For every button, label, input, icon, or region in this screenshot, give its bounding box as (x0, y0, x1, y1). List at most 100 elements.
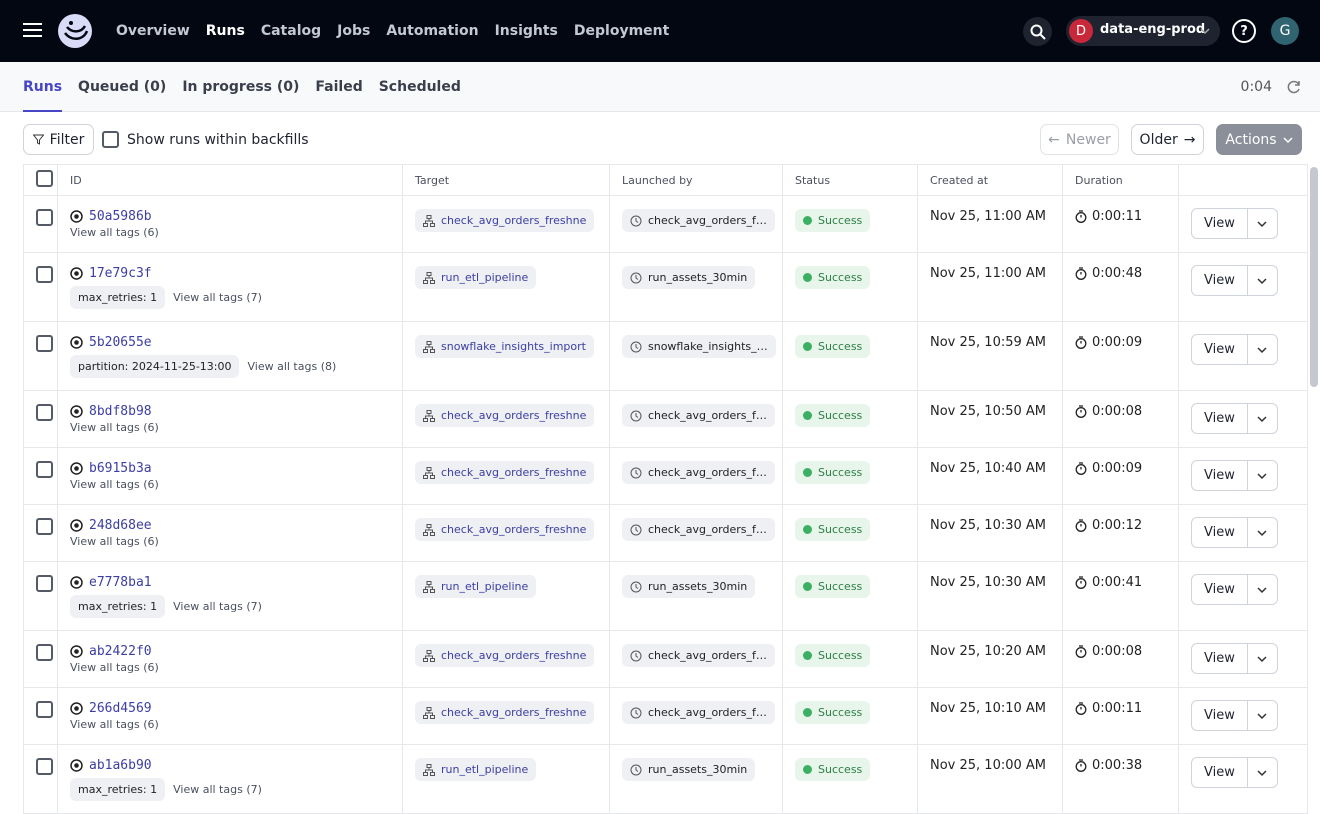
view-button[interactable]: View (1191, 517, 1278, 548)
launched-by-chip[interactable]: run_assets_30min (622, 758, 755, 781)
user-avatar[interactable]: G (1271, 17, 1299, 45)
target-chip[interactable]: snowflake_insights_import (415, 335, 594, 358)
launched-by-chip[interactable]: check_avg_orders_f… (622, 461, 775, 484)
nav-link[interactable]: Catalog (261, 23, 321, 39)
run-id[interactable]: 50a5986b (70, 209, 390, 224)
scrollbar[interactable] (1310, 167, 1318, 387)
run-id[interactable]: 5b20655e (70, 335, 390, 350)
nav-link[interactable]: Deployment (574, 23, 669, 39)
row-checkbox[interactable] (36, 404, 53, 421)
run-id[interactable]: ab1a6b90 (70, 758, 390, 773)
filter-button[interactable]: Filter (23, 124, 94, 155)
older-button[interactable]: Older→ (1131, 124, 1204, 155)
newer-button[interactable]: ←Newer (1040, 124, 1119, 155)
tab[interactable]: In progress (0) (182, 62, 299, 112)
run-id[interactable]: 17e79c3f (70, 266, 390, 281)
launched-by-chip[interactable]: run_assets_30min (622, 266, 755, 289)
launched-by-chip[interactable]: check_avg_orders_f… (622, 209, 775, 232)
view-button[interactable]: View (1191, 460, 1278, 491)
tag-chip[interactable]: partition: 2024-11-25-13:00 (70, 355, 239, 378)
target-chip[interactable]: check_avg_orders_freshne (415, 461, 594, 484)
nav-link[interactable]: Overview (116, 23, 190, 39)
view-menu[interactable] (1247, 209, 1277, 238)
row-checkbox[interactable] (36, 209, 53, 226)
view-tags-link[interactable]: View all tags (6) (70, 421, 159, 434)
refresh-button[interactable] (1287, 80, 1301, 94)
checkbox[interactable] (102, 131, 119, 148)
tab[interactable]: Queued (0) (78, 62, 166, 112)
run-id[interactable]: 8bdf8b98 (70, 404, 390, 419)
search-button[interactable] (1023, 17, 1052, 46)
view-tags-link[interactable]: View all tags (6) (70, 718, 159, 731)
row-checkbox[interactable] (36, 518, 53, 535)
view-tags-link[interactable]: View all tags (6) (70, 661, 159, 674)
target-chip[interactable]: check_avg_orders_freshne (415, 518, 594, 541)
tag-chip[interactable]: max_retries: 1 (70, 778, 165, 801)
deployment-switcher[interactable]: D data-eng-prod (1066, 16, 1220, 46)
view-menu[interactable] (1247, 404, 1277, 433)
target-chip[interactable]: check_avg_orders_freshne (415, 404, 594, 427)
select-all[interactable] (36, 170, 53, 187)
target-chip[interactable]: check_avg_orders_freshne (415, 644, 594, 667)
launched-by-chip[interactable]: check_avg_orders_f… (622, 404, 775, 427)
launched-by-chip[interactable]: run_assets_30min (622, 575, 755, 598)
row-checkbox[interactable] (36, 701, 53, 718)
view-button[interactable]: View (1191, 700, 1278, 731)
run-id[interactable]: e7778ba1 (70, 575, 390, 590)
view-button[interactable]: View (1191, 643, 1278, 674)
run-id[interactable]: 248d68ee (70, 518, 390, 533)
view-button[interactable]: View (1191, 757, 1278, 788)
launched-by-chip[interactable]: check_avg_orders_f… (622, 701, 775, 724)
view-button[interactable]: View (1191, 403, 1278, 434)
tab[interactable]: Failed (315, 62, 362, 112)
run-id[interactable]: ab2422f0 (70, 644, 390, 659)
menu-button[interactable] (23, 22, 42, 38)
row-checkbox[interactable] (36, 758, 53, 775)
row-checkbox[interactable] (36, 461, 53, 478)
tab[interactable]: Scheduled (379, 62, 461, 112)
row-checkbox[interactable] (36, 266, 53, 283)
launched-by-chip[interactable]: check_avg_orders_f… (622, 644, 775, 667)
view-tags-link[interactable]: View all tags (6) (70, 226, 159, 239)
tag-chip[interactable]: max_retries: 1 (70, 595, 165, 618)
target-chip[interactable]: run_etl_pipeline (415, 266, 536, 289)
backfills-toggle[interactable]: Show runs within backfills (102, 131, 309, 148)
view-menu[interactable] (1247, 644, 1277, 673)
view-tags-link[interactable]: View all tags (7) (173, 600, 262, 613)
run-id[interactable]: 266d4569 (70, 701, 390, 716)
row-checkbox[interactable] (36, 575, 53, 592)
view-button[interactable]: View (1191, 574, 1278, 605)
target-chip[interactable]: run_etl_pipeline (415, 758, 536, 781)
nav-link[interactable]: Runs (206, 23, 245, 39)
view-tags-link[interactable]: View all tags (6) (70, 535, 159, 548)
view-menu[interactable] (1247, 518, 1277, 547)
view-tags-link[interactable]: View all tags (8) (247, 360, 336, 373)
view-menu[interactable] (1247, 335, 1277, 364)
view-tags-link[interactable]: View all tags (7) (173, 783, 262, 796)
row-checkbox[interactable] (36, 335, 53, 352)
target-chip[interactable]: check_avg_orders_freshne (415, 209, 594, 232)
actions-button[interactable]: Actions (1216, 124, 1302, 155)
nav-link[interactable]: Jobs (337, 23, 370, 39)
logo[interactable] (57, 13, 93, 49)
help-button[interactable]: ? (1232, 19, 1256, 43)
target-chip[interactable]: check_avg_orders_freshne (415, 701, 594, 724)
launched-by-chip[interactable]: check_avg_orders_f… (622, 518, 775, 541)
launched-by-chip[interactable]: snowflake_insights_… (622, 335, 776, 358)
target-chip[interactable]: run_etl_pipeline (415, 575, 536, 598)
view-button[interactable]: View (1191, 208, 1278, 239)
view-menu[interactable] (1247, 575, 1277, 604)
tab[interactable]: Runs (23, 62, 62, 112)
view-button[interactable]: View (1191, 334, 1278, 365)
view-menu[interactable] (1247, 758, 1277, 787)
row-checkbox[interactable] (36, 644, 53, 661)
view-button[interactable]: View (1191, 265, 1278, 296)
view-tags-link[interactable]: View all tags (6) (70, 478, 159, 491)
view-menu[interactable] (1247, 701, 1277, 730)
view-menu[interactable] (1247, 266, 1277, 295)
nav-link[interactable]: Insights (495, 23, 558, 39)
view-tags-link[interactable]: View all tags (7) (173, 291, 262, 304)
nav-link[interactable]: Automation (386, 23, 478, 39)
view-menu[interactable] (1247, 461, 1277, 490)
tag-chip[interactable]: max_retries: 1 (70, 286, 165, 309)
